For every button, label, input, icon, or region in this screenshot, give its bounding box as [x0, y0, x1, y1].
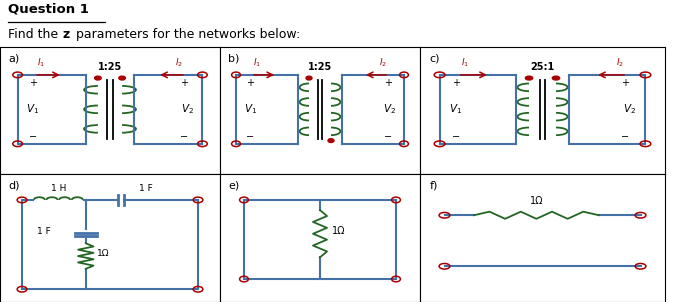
Text: $V_2$: $V_2$	[181, 102, 194, 116]
Circle shape	[95, 76, 101, 80]
Text: $V_1$: $V_1$	[244, 102, 257, 116]
Text: $I_1$: $I_1$	[253, 57, 261, 69]
Text: +: +	[621, 78, 629, 88]
Text: +: +	[180, 78, 188, 88]
Text: 1:25: 1:25	[308, 62, 332, 72]
Text: 1Ω: 1Ω	[97, 249, 109, 258]
Circle shape	[119, 76, 126, 80]
Text: 1 F: 1 F	[37, 227, 51, 236]
Text: +: +	[246, 78, 254, 88]
Text: $I_1$: $I_1$	[36, 57, 45, 69]
Circle shape	[552, 76, 560, 80]
Text: f): f)	[430, 181, 438, 191]
Text: $V_2$: $V_2$	[622, 102, 636, 116]
Text: −: −	[246, 132, 254, 142]
Text: 25:1: 25:1	[531, 62, 555, 72]
Text: $V_2$: $V_2$	[383, 102, 396, 116]
Text: Find the: Find the	[8, 28, 62, 41]
Text: $I_2$: $I_2$	[176, 57, 184, 69]
Text: $I_2$: $I_2$	[616, 57, 624, 69]
Text: 1Ω: 1Ω	[332, 226, 346, 236]
Circle shape	[328, 139, 334, 143]
Text: parameters for the networks below:: parameters for the networks below:	[72, 28, 300, 41]
Text: c): c)	[430, 53, 440, 63]
Text: b): b)	[228, 53, 240, 63]
Text: −: −	[180, 132, 188, 142]
Text: $V_1$: $V_1$	[26, 102, 39, 116]
Text: d): d)	[9, 181, 20, 191]
Text: −: −	[384, 132, 392, 142]
Text: a): a)	[9, 53, 20, 63]
Text: $I_1$: $I_1$	[461, 57, 469, 69]
Text: z: z	[63, 28, 70, 41]
Text: −: −	[28, 132, 36, 142]
Text: 1 F: 1 F	[138, 184, 153, 193]
Text: +: +	[384, 78, 392, 88]
Text: −: −	[621, 132, 629, 142]
Text: 1Ω: 1Ω	[530, 196, 543, 206]
Text: e): e)	[228, 181, 239, 191]
Text: $I_2$: $I_2$	[379, 57, 387, 69]
Text: Question 1: Question 1	[8, 2, 89, 15]
Circle shape	[525, 76, 533, 80]
Circle shape	[306, 76, 312, 80]
Text: +: +	[28, 78, 36, 88]
Text: +: +	[452, 78, 460, 88]
Text: 1 H: 1 H	[51, 184, 66, 193]
Text: $V_1$: $V_1$	[450, 102, 462, 116]
Text: 1:25: 1:25	[98, 62, 122, 72]
Text: −: −	[452, 132, 460, 142]
